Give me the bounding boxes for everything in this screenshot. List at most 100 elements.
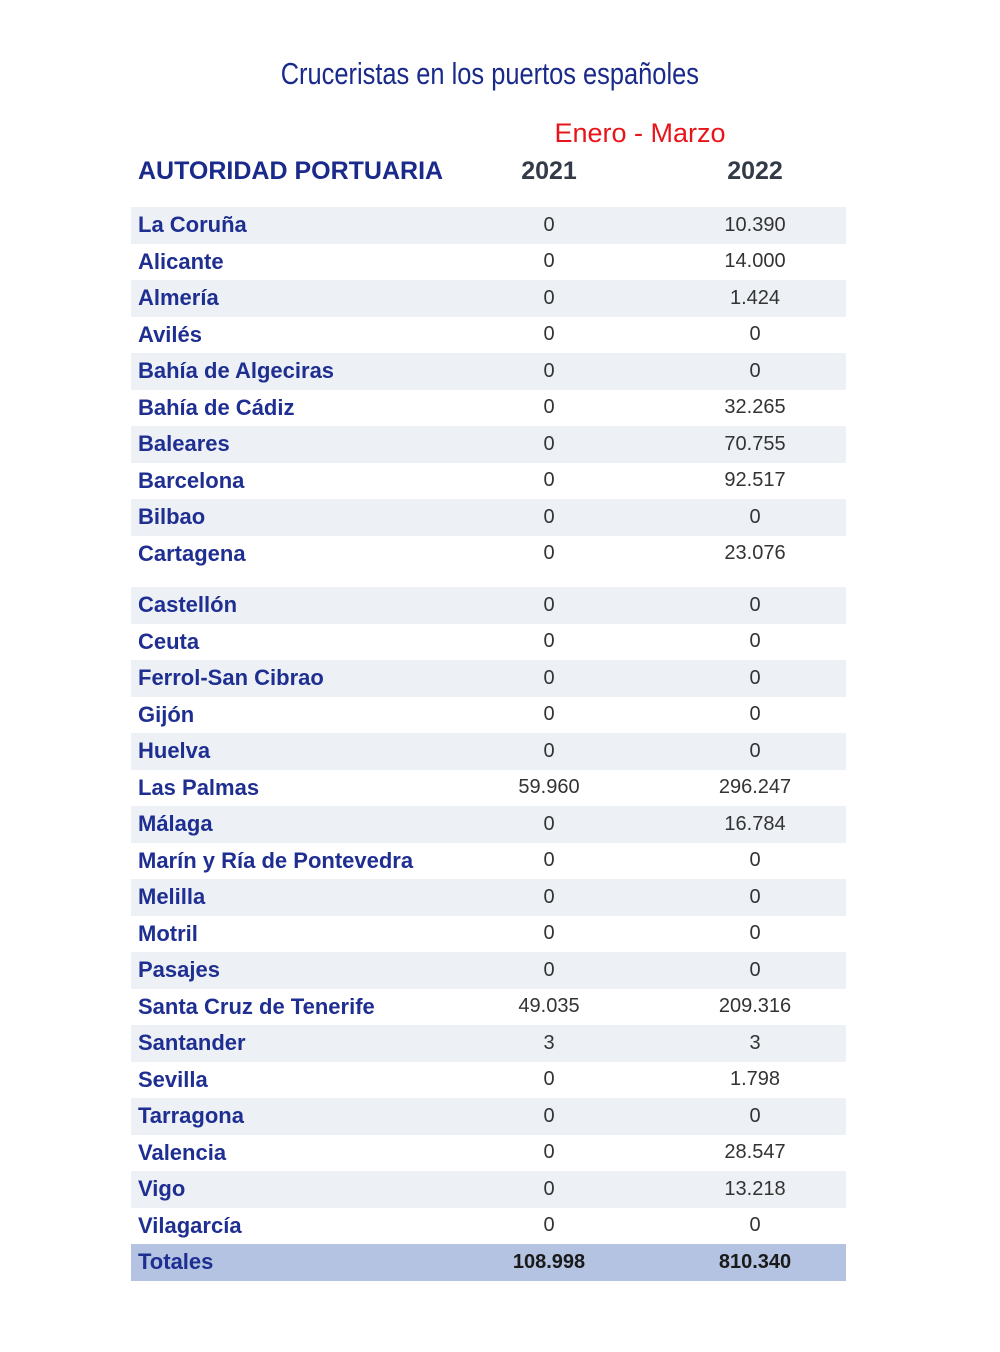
value-2021: 59.960 <box>518 776 580 799</box>
value-2021: 0 <box>543 396 555 419</box>
value-2022: 1.424 <box>729 286 781 309</box>
value-2022: 14.000 <box>724 250 786 273</box>
value-2022: 70.755 <box>724 432 786 455</box>
table-row: Vigo 0 13.218 <box>131 1171 846 1208</box>
port-name: Bahía de Algeciras <box>138 358 335 384</box>
port-name: Ferrol-San Cibrao <box>138 665 324 691</box>
port-name: Las Palmas <box>138 774 260 800</box>
port-name: La Coruña <box>138 212 247 238</box>
value-2022: 810.340 <box>718 1250 792 1273</box>
value-2021: 0 <box>543 630 555 653</box>
value-2021: 49.035 <box>518 995 580 1018</box>
table-row: Marín y Ría de Pontevedra 0 0 <box>131 843 846 880</box>
table-row: Bahía de Cádiz 0 32.265 <box>131 390 846 427</box>
port-name: Vilagarcía <box>138 1212 242 1238</box>
table-row: Bahía de Algeciras 0 0 <box>131 353 846 390</box>
header-2022: 2022 <box>727 157 783 185</box>
table-row: Barcelona 0 92.517 <box>131 463 846 500</box>
table-row: Santander 3 3 <box>131 1025 846 1062</box>
port-name: Melilla <box>138 884 206 910</box>
port-name: Motril <box>138 920 198 946</box>
port-name: Pasajes <box>138 957 220 983</box>
value-2022: 0 <box>749 593 761 616</box>
port-name: Barcelona <box>138 467 245 493</box>
value-2021: 0 <box>543 1177 555 1200</box>
value-2021: 0 <box>543 739 555 762</box>
value-2022: 0 <box>749 739 761 762</box>
table-row: Santa Cruz de Tenerife 49.035 209.316 <box>131 989 846 1026</box>
cruise-passengers-table: La Coruña 0 10.390 Alicante 0 14.000 Almería 0 1… <box>131 207 846 1281</box>
table-row: Vilagarcía 0 0 <box>131 1208 846 1245</box>
value-2022: 0 <box>749 703 761 726</box>
table-row: Sevilla 0 1.798 <box>131 1062 846 1099</box>
port-name: Alicante <box>138 248 224 274</box>
port-name: Santander <box>138 1030 246 1056</box>
value-2021: 0 <box>543 885 555 908</box>
port-name: Vigo <box>138 1176 186 1202</box>
port-name: Totales <box>138 1249 214 1275</box>
value-2022: 0 <box>749 958 761 981</box>
table-row: Motril 0 0 <box>131 916 846 953</box>
value-2022: 0 <box>749 885 761 908</box>
port-name: Valencia <box>138 1139 227 1165</box>
value-2021: 0 <box>543 432 555 455</box>
value-2021: 0 <box>543 849 555 872</box>
table-row: Almería 0 1.424 <box>131 280 846 317</box>
table-row: Alicante 0 14.000 <box>131 244 846 281</box>
table-row: Pasajes 0 0 <box>131 952 846 989</box>
table-row: Tarragona 0 0 <box>131 1098 846 1135</box>
port-name: Avilés <box>138 321 203 347</box>
header-authority: AUTORIDAD PORTUARIA <box>138 157 444 185</box>
table-row: Valencia 0 28.547 <box>131 1135 846 1172</box>
port-name: Sevilla <box>138 1066 208 1092</box>
table-row: Baleares 0 70.755 <box>131 426 846 463</box>
value-2021: 0 <box>543 250 555 273</box>
port-name: Almería <box>138 285 219 311</box>
port-name: Santa Cruz de Tenerife <box>138 993 375 1019</box>
page-title: Cruceristas en los puertos españoles <box>280 56 699 91</box>
table-row: Melilla 0 0 <box>131 879 846 916</box>
table-row: Avilés 0 0 <box>131 317 846 354</box>
table-row: Gijón 0 0 <box>131 697 846 734</box>
table-row: Las Palmas 59.960 296.247 <box>131 770 846 807</box>
table-row: Málaga 0 16.784 <box>131 806 846 843</box>
table-row: Ceuta 0 0 <box>131 624 846 661</box>
port-name: Bilbao <box>138 504 206 530</box>
value-2021: 0 <box>543 286 555 309</box>
port-name: Ceuta <box>138 628 200 654</box>
port-name: Castellón <box>138 592 238 618</box>
value-2022: 0 <box>749 359 761 382</box>
table-row: Castellón 0 0 <box>131 587 846 624</box>
value-2022: 28.547 <box>724 1141 786 1164</box>
value-2022: 32.265 <box>724 396 786 419</box>
value-2022: 0 <box>749 630 761 653</box>
port-name: Bahía de Cádiz <box>138 394 295 420</box>
value-2021: 0 <box>543 703 555 726</box>
value-2021: 0 <box>543 958 555 981</box>
value-2022: 0 <box>749 323 761 346</box>
table-row: Ferrol-San Cibrao 0 0 <box>131 660 846 697</box>
table-row: Bilbao 0 0 <box>131 499 846 536</box>
period-label: Enero - Marzo <box>554 118 726 148</box>
value-2021: 0 <box>543 213 555 236</box>
value-2022: 92.517 <box>724 469 786 492</box>
port-name: Málaga <box>138 811 213 837</box>
value-2021: 0 <box>543 505 555 528</box>
table-row: La Coruña 0 10.390 <box>131 207 846 244</box>
totals-row: Totales 108.998 810.340 <box>131 1244 846 1281</box>
value-2021: 0 <box>543 469 555 492</box>
value-2022: 209.316 <box>718 995 792 1018</box>
value-2022: 0 <box>749 849 761 872</box>
table-row: Cartagena 0 23.076 <box>131 536 846 573</box>
value-2021: 0 <box>543 1104 555 1127</box>
value-2021: 0 <box>543 359 555 382</box>
value-2021: 108.998 <box>512 1250 586 1273</box>
value-2021: 3 <box>543 1031 555 1054</box>
value-2022: 0 <box>749 505 761 528</box>
value-2021: 0 <box>543 1068 555 1091</box>
value-2021: 0 <box>543 812 555 835</box>
port-name: Cartagena <box>138 540 246 566</box>
value-2022: 16.784 <box>724 812 786 835</box>
value-2022: 1.798 <box>729 1068 781 1091</box>
value-2022: 0 <box>749 1214 761 1237</box>
